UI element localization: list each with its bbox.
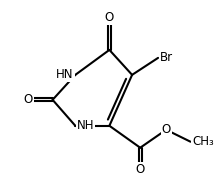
Text: NH: NH: [77, 119, 94, 132]
Text: O: O: [24, 93, 33, 106]
Text: O: O: [105, 11, 114, 24]
Text: Br: Br: [160, 51, 173, 64]
Text: O: O: [162, 123, 171, 136]
Text: O: O: [136, 163, 145, 176]
Text: HN: HN: [56, 68, 74, 81]
Text: CH₃: CH₃: [192, 135, 214, 148]
